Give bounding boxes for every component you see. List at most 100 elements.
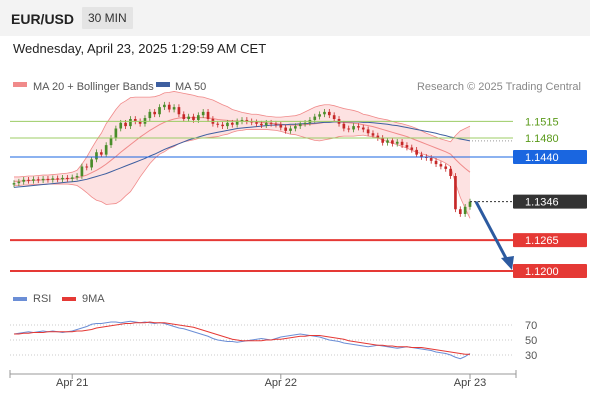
- candle: [400, 138, 404, 148]
- candle: [439, 161, 443, 170]
- candle: [41, 176, 45, 184]
- candle: [289, 125, 292, 134]
- level-badge-current: [513, 194, 587, 209]
- candle: [245, 117, 249, 125]
- candle: [187, 113, 190, 122]
- candle: [109, 135, 113, 148]
- legend-rsi-label: RSI: [33, 293, 51, 305]
- candle: [381, 135, 385, 146]
- candle: [235, 118, 239, 128]
- candle: [177, 104, 181, 118]
- candle: [468, 198, 472, 210]
- x-tick-label: Apr 22: [265, 377, 297, 389]
- candle: [347, 125, 351, 133]
- candle: [463, 204, 467, 217]
- candle: [221, 121, 224, 129]
- candle: [66, 175, 69, 182]
- candle: [274, 120, 278, 128]
- candle: [133, 116, 137, 125]
- level-badge-support: [513, 264, 587, 278]
- candle: [410, 144, 414, 153]
- level-label: 1.1440: [525, 152, 559, 164]
- candle: [75, 173, 79, 181]
- legend-ma50-label: MA 50: [175, 81, 206, 93]
- candle: [27, 176, 30, 184]
- candle: [458, 206, 462, 217]
- candle: [70, 174, 74, 182]
- candle: [294, 123, 297, 132]
- candle: [332, 112, 336, 122]
- candle: [46, 176, 50, 183]
- candle: [206, 109, 210, 122]
- header-bar: EUR/USD 30 MIN: [0, 0, 590, 36]
- x-tick-label: Apr 23: [454, 377, 486, 389]
- candle: [405, 142, 409, 151]
- rsi-tick-label: 70: [525, 320, 537, 332]
- candle: [153, 109, 157, 118]
- candle: [167, 101, 171, 113]
- timeframe-badge[interactable]: 30 MIN: [82, 7, 133, 29]
- level-badge-pivot: [513, 150, 587, 164]
- ma50-line: [13, 121, 471, 188]
- candle: [85, 163, 89, 171]
- candle: [327, 109, 331, 119]
- candle: [395, 138, 399, 147]
- level-label: 1.1480: [525, 133, 559, 145]
- level-badge-support: [513, 233, 587, 248]
- candle: [95, 149, 98, 163]
- legend-bollinger-swatch: [13, 82, 27, 87]
- candle: [391, 137, 394, 147]
- candle: [386, 137, 389, 146]
- candle: [148, 109, 152, 121]
- candle: [61, 175, 64, 183]
- candle: [260, 120, 263, 129]
- candle: [366, 126, 370, 137]
- levels-panel: 1.1515 1.1480 1.1440 1.1346 1.1265 1.1200: [10, 116, 587, 278]
- candle: [454, 173, 457, 213]
- candle: [182, 111, 186, 122]
- candle: [12, 180, 16, 188]
- legend-rsi-ma-label: 9MA: [82, 293, 105, 305]
- level-label: 1.1265: [525, 235, 559, 247]
- candle: [357, 123, 360, 131]
- candle: [318, 111, 321, 120]
- rsi-panel: 70 50 30: [10, 320, 537, 362]
- level-label: 1.1200: [525, 266, 559, 278]
- candle: [158, 104, 161, 118]
- rsi-tick-label: 50: [525, 335, 537, 347]
- legend-rsi-swatch: [13, 297, 27, 301]
- candle: [342, 120, 346, 132]
- candle: [298, 120, 302, 129]
- candle: [172, 104, 176, 113]
- level-label: 1.1515: [525, 116, 559, 128]
- timestamp: Wednesday, April 23, 2025 1:29:59 AM CET: [13, 41, 267, 56]
- legend-rsi-ma-swatch: [62, 297, 76, 301]
- candle: [17, 178, 21, 186]
- rsi-ma-line: [14, 321, 470, 355]
- candle: [255, 119, 258, 127]
- time-axis: Apr 21 Apr 22 Apr 23: [9, 370, 517, 389]
- candle: [216, 120, 220, 128]
- price-panel: [12, 91, 472, 219]
- rsi-line: [13, 320, 471, 360]
- copyright-label: Research © 2025 Trading Central: [417, 81, 581, 93]
- bollinger-lower-line: [14, 129, 471, 219]
- candle: [104, 142, 108, 158]
- level-label: 1.1346: [525, 197, 559, 209]
- candle: [434, 157, 438, 167]
- symbol-label: EUR/USD: [11, 11, 75, 27]
- candle: [415, 147, 418, 158]
- candle: [284, 124, 287, 134]
- forecast-arrow: [474, 200, 514, 270]
- candle: [444, 163, 448, 172]
- candle: [376, 132, 380, 141]
- candle: [361, 124, 365, 133]
- candle: [56, 175, 59, 183]
- candle: [420, 151, 423, 160]
- x-tick-label: Apr 21: [56, 377, 88, 389]
- candle: [22, 176, 26, 185]
- candle: [352, 123, 355, 133]
- candle: [51, 175, 55, 183]
